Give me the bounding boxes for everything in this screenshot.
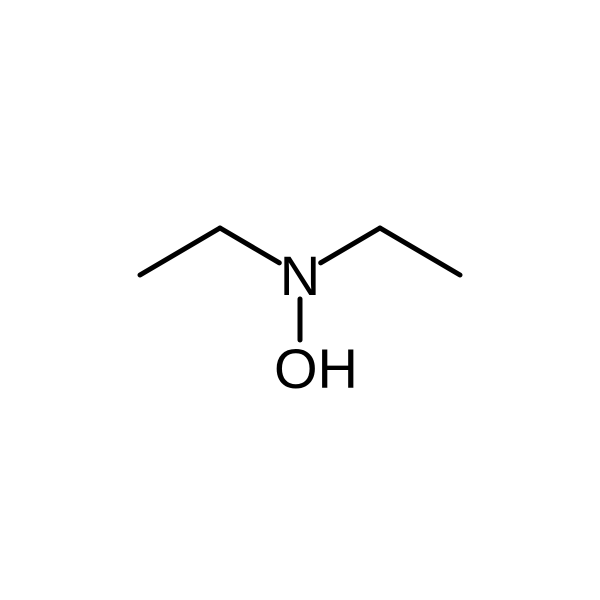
bond <box>220 228 279 263</box>
bond <box>140 228 220 275</box>
atom-label-oh: OH <box>274 337 358 400</box>
bond <box>380 228 460 275</box>
molecule-diagram: N OH <box>0 0 600 600</box>
atom-label-n: N <box>280 244 320 307</box>
bond <box>321 228 380 263</box>
